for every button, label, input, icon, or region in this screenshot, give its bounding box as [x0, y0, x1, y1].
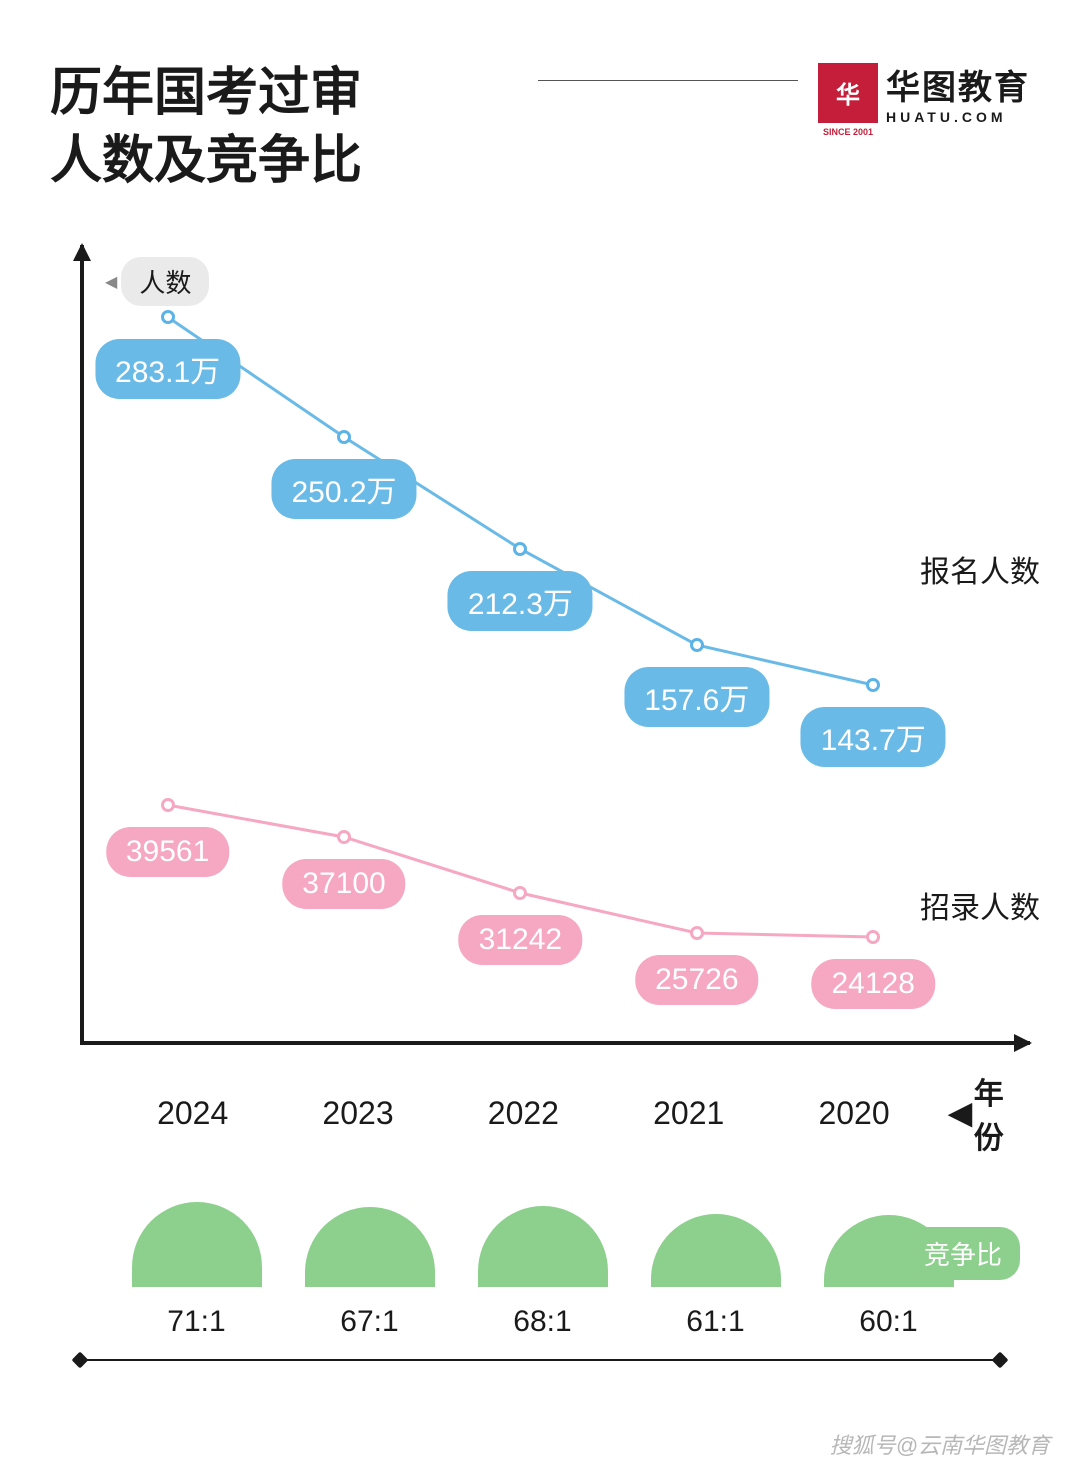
logo-since: SINCE 2001 [823, 127, 873, 137]
ratio-bump [305, 1207, 435, 1287]
ratio-value: 68:1 [456, 1305, 629, 1339]
page-title: 历年国考过审 人数及竞争比 [50, 60, 362, 195]
ratio-bump [132, 1202, 262, 1287]
applicants-value-label: 212.3万 [448, 571, 593, 631]
x-axis-label-wrap: ◀ 年份 [949, 1069, 1030, 1157]
positions-point [513, 886, 527, 900]
ratio-section: ◀ 竞争比 71:167:168:161:160:1 [50, 1197, 1030, 1339]
applicants-point [690, 638, 704, 652]
arrow-left-icon: ◀ [890, 1244, 902, 1264]
header: 历年国考过审 人数及竞争比 华 SINCE 2001 华图教育 HUATU.CO… [50, 60, 1030, 195]
positions-point [690, 926, 704, 940]
year-label: 2023 [275, 1095, 440, 1132]
ratio-bump-wrap [283, 1207, 456, 1287]
year-label: 2020 [771, 1095, 936, 1132]
logo-divider [538, 80, 798, 81]
logo-text: 华图教育 HUATU.COM [886, 60, 1030, 125]
ratio-values-row: 71:167:168:161:160:1 [110, 1305, 1030, 1339]
ratio-bump [651, 1214, 781, 1287]
ratio-series-label: 竞争比 [906, 1227, 1020, 1280]
applicants-value-label: 250.2万 [271, 459, 416, 519]
applicants-point [513, 542, 527, 556]
applicants-point [866, 678, 880, 692]
year-label: 2022 [441, 1095, 606, 1132]
title-line1: 历年国考过审 [50, 60, 362, 128]
ratio-bump-wrap [110, 1202, 283, 1287]
ratio-value: 67:1 [283, 1305, 456, 1339]
watermark: 搜狐号@云南华图教育 [830, 1428, 1050, 1460]
years-row: 20242023202220212020 ◀ 年份 [50, 1069, 1030, 1157]
positions-value-label: 37100 [282, 859, 405, 909]
ratio-value: 60:1 [802, 1305, 975, 1339]
ratio-bump [478, 1206, 608, 1287]
ratio-value: 61:1 [629, 1305, 802, 1339]
bottom-divider [80, 1359, 1000, 1361]
year-label: 2021 [606, 1095, 771, 1132]
applicants-value-label: 283.1万 [95, 339, 240, 399]
year-label: 2024 [110, 1095, 275, 1132]
ratio-bump-wrap [456, 1206, 629, 1287]
applicants-value-label: 157.6万 [624, 667, 769, 727]
positions-point [866, 930, 880, 944]
positions-value-label: 39561 [106, 827, 229, 877]
logo-cn: 华图教育 [886, 60, 1030, 109]
positions-point [337, 830, 351, 844]
brand-logo: 华 SINCE 2001 华图教育 HUATU.COM [818, 60, 1030, 125]
ratio-label-wrap: ◀ 竞争比 [890, 1227, 1020, 1280]
logo-badge: 华 SINCE 2001 [818, 63, 878, 123]
title-line2: 人数及竞争比 [50, 128, 362, 196]
applicants-point [337, 430, 351, 444]
logo-en: HUATU.COM [886, 109, 1030, 125]
arrow-left-icon: ◀ [949, 1096, 972, 1131]
positions-value-label: 25726 [635, 955, 758, 1005]
x-axis-label: 年份 [974, 1069, 1030, 1157]
ratio-bump-wrap [629, 1214, 802, 1287]
logo-badge-text: 华 [836, 75, 860, 110]
positions-value-label: 31242 [459, 915, 582, 965]
applicants-value-label: 143.7万 [801, 707, 946, 767]
ratio-value: 71:1 [110, 1305, 283, 1339]
positions-point [161, 798, 175, 812]
applicants-point [161, 310, 175, 324]
line-chart: ◀ 人数 283.1万39561250.2万37100212.3万3124215… [50, 245, 1030, 1045]
positions-value-label: 24128 [811, 959, 934, 1009]
